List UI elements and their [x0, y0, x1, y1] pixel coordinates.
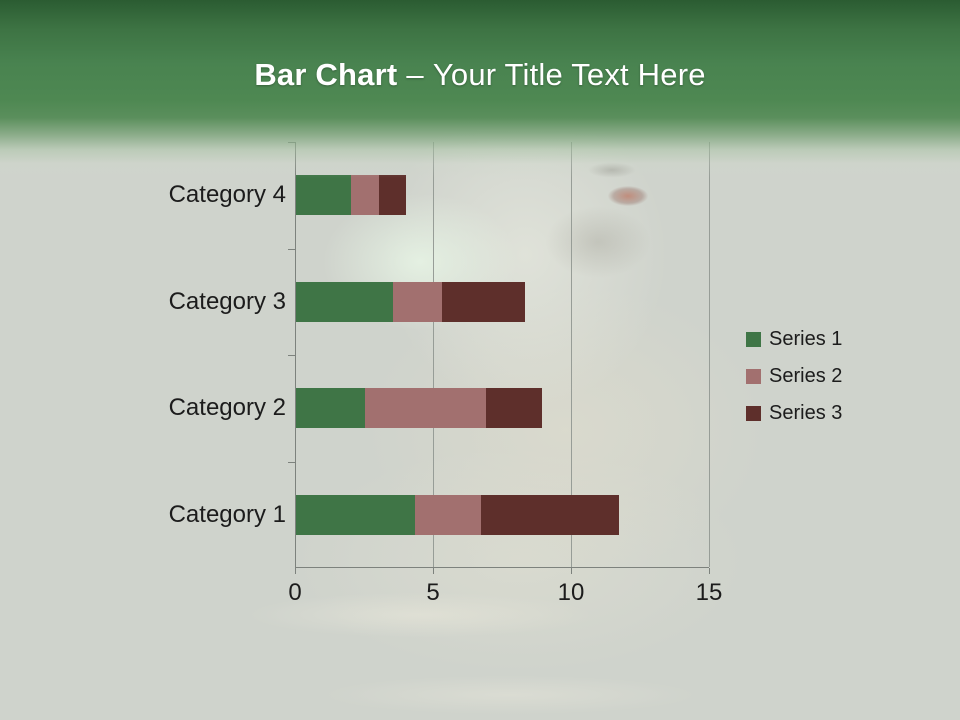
- x-axis-tick-label: 15: [695, 579, 723, 606]
- bar-segment: [414, 495, 481, 535]
- bar-segment: [442, 282, 526, 322]
- x-axis-tick-label: 10: [557, 579, 585, 606]
- slide-title-bold: Bar Chart: [254, 57, 398, 92]
- bar-segment: [296, 282, 393, 322]
- legend-swatch: [746, 405, 761, 421]
- bar-segment: [480, 495, 619, 535]
- bar-segment: [351, 175, 379, 215]
- bar-segment: [392, 282, 443, 322]
- slide-title-rest: Your Title Text Here: [432, 57, 706, 92]
- y-axis-tick: [288, 462, 296, 463]
- legend-label: Series 1: [769, 327, 843, 350]
- bar-segment: [296, 388, 365, 428]
- legend-item: Series 3: [746, 401, 842, 425]
- legend-item: Series 2: [746, 364, 842, 388]
- gridline: [571, 142, 572, 567]
- bar-segment: [296, 495, 415, 535]
- y-axis-tick: [288, 355, 296, 356]
- x-axis-tick: [433, 568, 434, 574]
- category-label: Category 1: [168, 501, 286, 528]
- legend-swatch: [746, 368, 761, 384]
- plot-area: [288, 142, 710, 574]
- legend-label: Series 2: [769, 364, 843, 387]
- x-axis-tick: [571, 568, 572, 574]
- chart-legend: Series 1 Series 2 Series 3: [746, 327, 842, 438]
- bar-segment: [296, 175, 352, 215]
- legend-label: Series 3: [769, 401, 843, 424]
- y-axis-tick: [288, 142, 296, 143]
- y-axis-tick: [288, 249, 296, 250]
- x-axis-tick: [295, 568, 296, 574]
- x-axis-tick: [709, 568, 710, 574]
- legend-swatch: [746, 331, 761, 347]
- x-axis-tick-label: 5: [426, 579, 440, 606]
- gridline: [709, 142, 710, 567]
- category-label: Category 3: [168, 288, 286, 315]
- category-label: Category 2: [168, 394, 286, 421]
- gridline: [433, 142, 434, 567]
- bar-segment: [378, 175, 407, 215]
- x-axis-tick-label: 0: [288, 579, 302, 606]
- bar-segment: [365, 388, 487, 428]
- slide-title: Bar Chart – Your Title Text Here: [0, 57, 960, 93]
- category-label: Category 4: [168, 181, 286, 208]
- bar-segment: [486, 388, 542, 428]
- slide-title-separator: –: [406, 57, 424, 92]
- legend-item: Series 1: [746, 327, 842, 351]
